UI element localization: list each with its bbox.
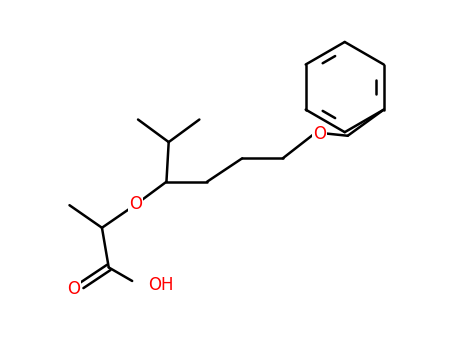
Text: O: O — [67, 280, 80, 298]
Text: O: O — [313, 125, 326, 142]
Text: OH: OH — [148, 275, 173, 294]
Text: O: O — [129, 195, 142, 213]
